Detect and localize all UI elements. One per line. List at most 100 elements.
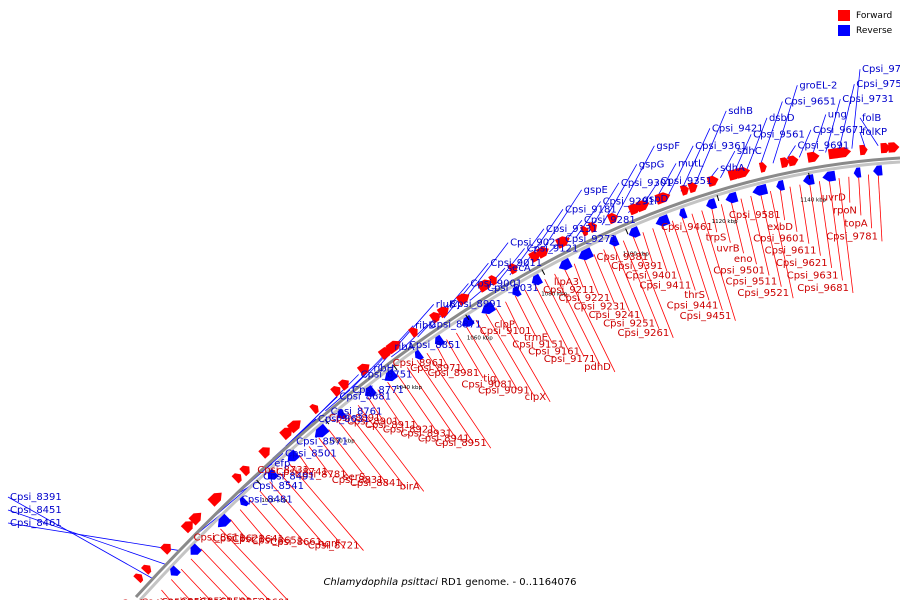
gene-label-efp: efp [274, 459, 290, 470]
reverse-leader-line [825, 99, 841, 153]
forward-gene-arrow [779, 157, 790, 168]
reverse-leader-line [575, 201, 601, 239]
forward-leader-line [377, 389, 404, 427]
forward-leader-line [347, 412, 407, 489]
forward-gene-arrow [835, 147, 852, 159]
gene-label-cpsi-9391: Cpsi_9391 [611, 261, 663, 272]
gene-label-cpsi-9581: Cpsi_9581 [729, 210, 781, 221]
scale-tick [465, 314, 470, 321]
reverse-gene-arrow [679, 208, 688, 219]
reverse-gene-arrow [434, 334, 446, 346]
gene-label-cpsi-9161: Cpsi_9161 [528, 347, 580, 358]
reverse-genes-track [170, 165, 883, 576]
forward-gene-arrow [476, 279, 493, 293]
forward-gene-arrow [580, 225, 589, 237]
gene-label-gspg: gspG [639, 159, 665, 170]
forward-gene-arrow [385, 340, 401, 355]
forward-leader-line [544, 279, 585, 357]
forward-leader-line [436, 346, 449, 369]
reverse-gene-arrow [873, 165, 883, 176]
gene-label-cpsi-8941: Cpsi_8941 [418, 433, 470, 444]
reverse-leader-line [7, 522, 181, 552]
reverse-leader-line [733, 134, 752, 174]
gene-label-cpsi-8561: Cpsi_8561 [181, 597, 233, 600]
reverse-gene-arrow [531, 273, 543, 286]
reverse-leader-line [746, 117, 768, 171]
forward-leader-line [593, 253, 615, 304]
forward-gene-arrow [356, 363, 370, 376]
reverse-swatch [838, 25, 850, 36]
forward-leader-line [760, 193, 782, 287]
gene-label-cpsi-8541: Cpsi_8541 [252, 481, 304, 492]
gene-label-cpsi-9011: Cpsi_9011 [490, 258, 542, 269]
gene-label-cpsi-8481: Cpsi_8481 [241, 495, 293, 506]
reverse-leader-line [859, 132, 866, 148]
forward-gene-arrow [888, 142, 900, 153]
gene-label-cpsi-8531: Cpsi_8531 [161, 597, 213, 600]
gene-label-cpsi-9411: Cpsi_9411 [640, 280, 692, 291]
gene-label-cpsi-8961: Cpsi_8961 [393, 358, 445, 369]
gene-label-rpon: rpoN [833, 205, 857, 216]
gene-label-cpsi-8631: Cpsi_8631 [318, 414, 370, 425]
scale-tick [625, 228, 629, 235]
forward-leader-line [288, 463, 364, 551]
gene-label-cpsi-9451: Cpsi_9451 [680, 311, 732, 322]
legend: Forward Reverse [838, 8, 892, 38]
label-leaders [7, 69, 883, 600]
forward-leader-line [622, 240, 660, 329]
forward-gene-arrow [880, 142, 891, 154]
forward-leader-line [465, 326, 501, 384]
gene-label-cpsi-9301: Cpsi_9301 [621, 178, 673, 189]
gene-label-cpsi-9211: Cpsi_9211 [543, 285, 595, 296]
gene-label-cpsi-8781: Cpsi_8781 [295, 469, 347, 480]
gene-label-cpsi-8491: Cpsi_8491 [263, 471, 315, 482]
gene-label-cpsi-9091: Cpsi_9091 [478, 385, 530, 396]
forward-leader-line [357, 404, 425, 492]
forward-gene-arrow [635, 200, 650, 213]
gene-label-cpsi-9131: Cpsi_9131 [546, 224, 598, 235]
gene-label-cpsi-8931: Cpsi_8931 [400, 429, 452, 440]
gene-label-clpp: clpP [494, 319, 515, 330]
reverse-gene-arrow [287, 449, 300, 462]
forward-gene-arrow [735, 167, 751, 179]
forward-leader-line [740, 198, 757, 265]
forward-leader-line [554, 273, 600, 365]
forward-gene-arrow [188, 512, 202, 526]
forward-leader-line [662, 224, 682, 281]
gene-label-exbd: exbD [767, 222, 793, 233]
reverse-gene-arrow [853, 167, 862, 178]
forward-leader-line [308, 446, 333, 478]
reverse-leader-line [772, 85, 798, 164]
forward-gene-arrow [587, 222, 597, 233]
gene-label-cpsi-8971: Cpsi_8971 [410, 363, 462, 374]
gene-label-cpsi-9021: Cpsi_9021 [510, 238, 562, 249]
gene-label-seca: secA [507, 263, 531, 274]
gene-label-cpsi-8901: Cpsi_8901 [347, 416, 399, 427]
forward-leader-line [730, 201, 744, 254]
gene-label-bira: birA [400, 481, 420, 492]
reverse-gene-arrow [609, 235, 620, 247]
gene-label-sdha: sdhA [720, 163, 745, 174]
scale-tick-label: 1020 kbp [329, 438, 355, 444]
gene-label-eno: eno [734, 254, 753, 265]
gene-label-cpsi-8571: Cpsi_8571 [296, 436, 348, 447]
gene-label-cpsi-9611: Cpsi_9611 [765, 246, 817, 257]
forward-leader-line [220, 528, 289, 600]
gene-label-cpsi-9501: Cpsi_9501 [713, 265, 765, 276]
gene-label-folkp: folKP [862, 127, 887, 138]
gene-label-cpsi-9441: Cpsi_9441 [667, 300, 719, 311]
gene-label-cpsi-8601: Cpsi_8601 [239, 598, 291, 600]
forward-gene-arrow [806, 151, 820, 163]
forward-leader-line [652, 228, 668, 272]
reverse-gene-arrow [267, 468, 279, 480]
gene-label-cpsi-8591: Cpsi_8591 [220, 597, 272, 600]
forward-leader-line [397, 374, 439, 435]
forward-gene-labels: Cpsi_8431Cpsi_8521Cpsi_8531Cpsi_8561Cpsi… [121, 193, 878, 600]
reverse-gene-arrow [461, 314, 475, 327]
forward-gene-arrow [436, 306, 449, 319]
forward-gene-arrow [258, 447, 270, 459]
reverse-gene-arrow [314, 423, 330, 438]
gene-label-cpsi-8651: Cpsi_8651 [251, 535, 303, 546]
forward-leader-line [701, 210, 736, 321]
